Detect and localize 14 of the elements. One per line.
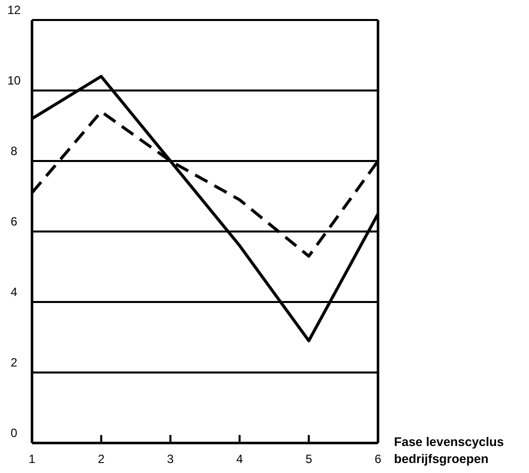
x-tick-label: 4 (236, 452, 244, 466)
y-tick-label: 2 (10, 356, 18, 370)
y-tick-label: 12 (7, 3, 21, 17)
x-tick-label: 5 (305, 452, 312, 466)
x-tick-label: 2 (98, 452, 105, 466)
x-tick-label: 1 (28, 452, 36, 466)
y-tick-label: 0 (10, 426, 18, 440)
x-tick-label: 3 (167, 452, 174, 466)
y-tick-label: 4 (10, 285, 18, 299)
y-tick-label: 6 (10, 214, 18, 228)
x-axis-title: Fase levenscyclus bedrijfsgroepen (394, 435, 504, 466)
y-tick-label: 8 (10, 144, 18, 158)
x-tick-label: 6 (374, 452, 382, 466)
y-tick-label: 10 (7, 74, 21, 88)
